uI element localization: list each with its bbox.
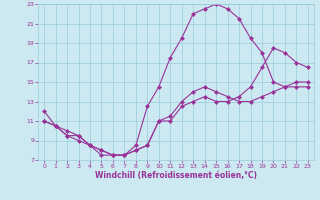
- X-axis label: Windchill (Refroidissement éolien,°C): Windchill (Refroidissement éolien,°C): [95, 171, 257, 180]
